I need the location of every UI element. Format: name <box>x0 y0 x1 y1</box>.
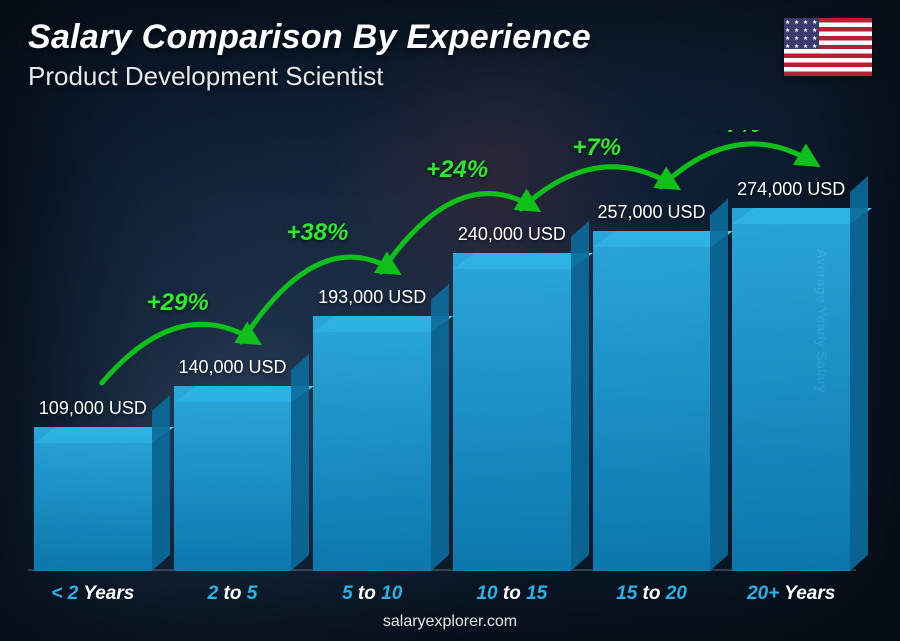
bar <box>453 253 571 571</box>
category-label: 10 to 15 <box>453 583 571 605</box>
bar <box>732 208 850 571</box>
category-label: 5 to 10 <box>313 583 431 605</box>
bar-value-label: 140,000 USD <box>178 357 286 378</box>
header: Salary Comparison By Experience Product … <box>28 18 872 92</box>
bar-column: 240,000 USD <box>453 224 571 571</box>
category-label: 20+ Years <box>732 583 850 605</box>
footer-attribution: salaryexplorer.com <box>0 613 900 631</box>
bars-container: 109,000 USD 140,000 USD 193,000 USD 240,000… <box>34 130 850 571</box>
bar-column: 193,000 USD <box>313 287 431 571</box>
bar-column: 257,000 USD <box>593 202 711 571</box>
page-subtitle: Product Development Scientist <box>28 61 872 92</box>
salary-chart: 109,000 USD 140,000 USD 193,000 USD 240,000… <box>34 130 850 571</box>
category-label: 2 to 5 <box>174 583 292 605</box>
bar <box>313 316 431 571</box>
flag-us-icon <box>784 18 872 76</box>
x-axis-categories: < 2 Years 2 to 5 5 to 10 10 to 15 15 to 20 20… <box>34 583 850 605</box>
bar <box>593 231 711 571</box>
bar-value-label: 257,000 USD <box>597 202 705 223</box>
bar <box>34 427 152 571</box>
bar-column: 109,000 USD <box>34 398 152 571</box>
category-label: < 2 Years <box>34 583 152 605</box>
bar-column: 274,000 USD <box>732 179 850 571</box>
category-label: 15 to 20 <box>593 583 711 605</box>
bar <box>174 386 292 571</box>
bar-value-label: 274,000 USD <box>737 179 845 200</box>
bar-value-label: 240,000 USD <box>458 224 566 245</box>
page-title: Salary Comparison By Experience <box>28 18 872 57</box>
bar-column: 140,000 USD <box>174 357 292 571</box>
bar-value-label: 193,000 USD <box>318 287 426 308</box>
bar-value-label: 109,000 USD <box>39 398 147 419</box>
